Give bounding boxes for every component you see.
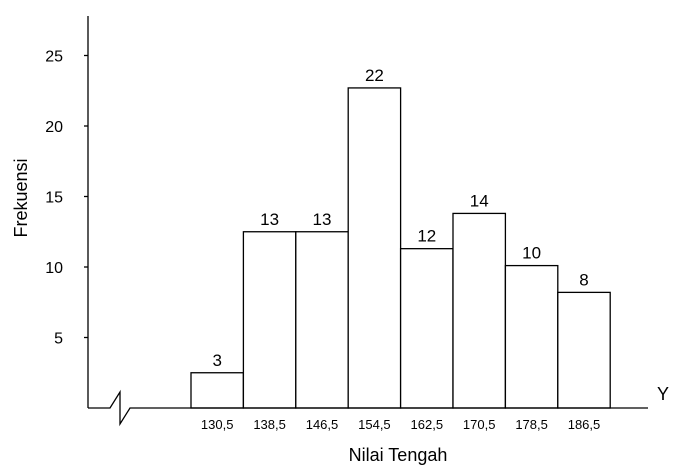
data-label: 13 xyxy=(260,210,279,229)
x-axis-line-with-break xyxy=(88,389,648,427)
x-tick-label: 154,5 xyxy=(358,417,391,432)
bar xyxy=(347,87,402,409)
x-tick-label: 162,5 xyxy=(411,417,444,432)
data-label: 13 xyxy=(313,210,332,229)
bar xyxy=(452,212,507,409)
x-tick-label: 138,5 xyxy=(253,417,286,432)
x-tick-labels: 130,5 138,5 146,5 154,5 162,5 170,5 178,5 186,5 xyxy=(201,417,600,432)
y-axis-title: Frekuensi xyxy=(11,158,31,237)
data-label: 3 xyxy=(212,351,221,370)
y-tick-label: 15 xyxy=(45,190,63,207)
x-axis-title: Nilai Tengah xyxy=(349,445,448,465)
x-tick-label: 186,5 xyxy=(568,417,601,432)
data-label: 22 xyxy=(365,66,384,85)
bars xyxy=(190,87,611,409)
bar xyxy=(295,231,349,409)
x-tick-label: 170,5 xyxy=(463,417,496,432)
data-labels: 3 13 13 22 12 14 10 8 xyxy=(212,66,588,370)
x-axis-end-label: Y xyxy=(657,384,669,404)
x-tick-label: 130,5 xyxy=(201,417,234,432)
x-tick-label: 178,5 xyxy=(515,417,548,432)
bar xyxy=(242,231,297,409)
y-tick-label: 10 xyxy=(45,260,63,277)
data-label: 8 xyxy=(579,270,588,289)
y-tick-label: 20 xyxy=(45,119,63,136)
x-tick-label: 146,5 xyxy=(306,417,339,432)
bar xyxy=(557,291,611,409)
data-label: 14 xyxy=(470,191,489,210)
data-label: 10 xyxy=(522,244,541,263)
bar xyxy=(399,248,454,409)
y-tick-label: 25 xyxy=(45,49,63,66)
bar xyxy=(190,372,245,409)
y-ticks: 5 10 15 20 25 xyxy=(45,49,88,348)
x-axis xyxy=(88,389,648,427)
data-label: 12 xyxy=(417,227,436,246)
y-tick-label: 5 xyxy=(54,331,63,348)
bar xyxy=(504,264,559,409)
